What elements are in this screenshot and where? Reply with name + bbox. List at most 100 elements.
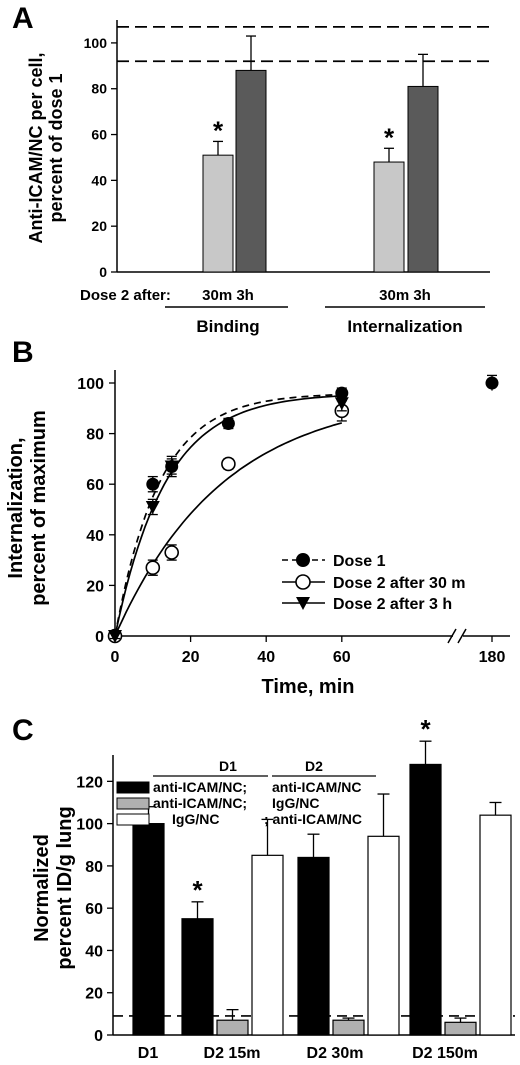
legend-dose2-3h-marker [296,597,310,610]
y-tick-label: 0 [99,264,107,280]
y-tick-label: 120 [76,774,103,791]
panel-a-bars: * * [202,35,439,273]
y-tick-label: 100 [77,376,104,393]
x-tick-label: D2 15m [204,1045,261,1062]
point-filled-triangle [145,500,160,514]
y-tick-label: 100 [76,817,103,834]
panel-c-ylabel-line1: Normalized [31,834,53,942]
bar [297,856,330,1036]
legend-row1-d1: anti-ICAM/NC; [153,779,247,795]
panel-a-group-label-binding: Binding [196,317,259,336]
legend-row2-swatch [116,797,150,810]
point-filled-circle [146,477,160,491]
significance-star: * [420,714,431,744]
panel-b: B Internalization, percent of maximum 0 2… [5,336,510,698]
panel-b-ylabel-line1: Internalization, [5,437,27,578]
bar [251,854,284,1036]
x-tick-label: D2 30m [307,1045,364,1062]
panel-a-ylabel: Anti-ICAM/NC per cell, percent of dose 1 [26,52,66,243]
x-tick-label: 20 [182,649,200,666]
bar [373,161,405,273]
panel-b-y-ticks: 0 20 40 60 80 100 [77,376,115,646]
legend-dose2-3h-label: Dose 2 after 3 h [333,596,452,613]
legend-dose2-30m-label: Dose 2 after 30 m [333,575,466,592]
panel-c: C Normalized percent ID/g lung 0 20 40 60 80… [12,714,515,1062]
y-tick-label: 80 [86,427,104,444]
panel-b-axis-break-mark-2 [457,628,467,644]
panel-a-label: A [12,2,34,35]
panel-b-label: B [12,336,34,369]
panel-a-group-ticks-internalization: 30m 3h [379,287,431,304]
y-tick-label: 60 [86,477,104,494]
y-tick-label: 60 [91,127,107,143]
panel-b-xlabel: Time, min [262,676,355,698]
bar [444,1021,477,1036]
y-tick-label: 80 [91,81,107,97]
y-tick-label: 0 [95,629,104,646]
x-tick-label: 60 [333,649,351,666]
legend-row3-swatch [116,813,150,826]
y-tick-label: 40 [91,172,107,188]
x-tick-label: 40 [257,649,275,666]
x-tick-label: D1 [138,1045,159,1062]
bar [235,69,267,273]
significance-star: * [213,115,224,145]
significance-star: * [384,122,395,152]
bar [367,835,400,1036]
legend-head-d2: D2 [305,758,323,774]
y-tick-label: 20 [86,578,104,595]
point-open-circle [145,560,161,575]
bar [132,823,165,1036]
point-filled-circle [221,416,235,430]
legend-row1-d2: anti-ICAM/NC [272,779,361,795]
legend-row1-swatch [116,781,150,794]
panel-a-y-ticks: 0 20 40 60 80 100 [84,35,117,280]
y-tick-label: 40 [85,943,103,960]
bar [216,1019,249,1036]
point-open-circle [221,456,236,472]
bar [202,154,234,273]
legend-row3-d1: IgG/NC [172,811,219,827]
x-tick-label: D2 150m [412,1045,478,1062]
panel-c-y-ticks: 0 20 40 60 80 100 120 [76,774,113,1045]
point-filled-triangle [334,397,349,411]
y-tick-label: 40 [86,528,104,545]
significance-star: * [192,875,203,905]
panel-b-ylabel: Internalization, percent of maximum [5,410,50,606]
panel-c-bars: ** [132,714,512,1036]
x-tick-label: 180 [479,649,506,666]
legend-row2-d1: anti-ICAM/NC; [153,795,247,811]
panel-b-legend: Dose 1 Dose 2 after 30 m Dose 2 after 3 … [282,553,466,613]
panel-b-ylabel-line2: percent of maximum [28,410,50,606]
panel-b-points [107,374,499,644]
fit-curve [114,422,343,637]
point-filled-circle [335,386,349,400]
bar [332,1019,365,1036]
fit-curve [114,393,342,637]
legend-row2-d2: IgG/NC [272,795,319,811]
bar [407,85,439,273]
point-open-circle [164,545,179,560]
panel-a-ylabel-line1: Anti-ICAM/NC per cell, [26,52,46,243]
legend-dose1-marker [296,553,310,567]
panel-a-group-label-internalization: Internalization [347,317,462,336]
bar [409,763,442,1036]
panel-c-ylabel: Normalized percent ID/g lung [31,806,76,969]
panel-a: A Anti-ICAM/NC per cell, percent of dose… [12,2,490,336]
point-filled-circle [485,376,499,390]
panel-b-x-ticks: 0 20 40 60 180 [111,636,506,666]
panel-a-group-ticks-binding: 30m 3h [202,287,254,304]
legend-dose1-label: Dose 1 [333,553,386,570]
x-tick-label: 0 [111,649,120,666]
point-filled-triangle [108,630,122,643]
panel-a-ylabel-line2: percent of dose 1 [46,73,66,222]
legend-row3-d2: ; anti-ICAM/NC [264,811,362,827]
y-tick-label: 100 [84,35,108,51]
y-tick-label: 20 [85,986,103,1003]
panel-a-dose-prefix: Dose 2 after: [80,287,171,304]
panel-c-label: C [12,714,34,747]
panel-c-ylabel-line2: percent ID/g lung [54,806,76,969]
panel-c-legend: D1 D2 anti-ICAM/NC; anti-ICAM/NC anti-IC… [116,758,376,827]
legend-dose2-30m-marker [295,574,311,590]
